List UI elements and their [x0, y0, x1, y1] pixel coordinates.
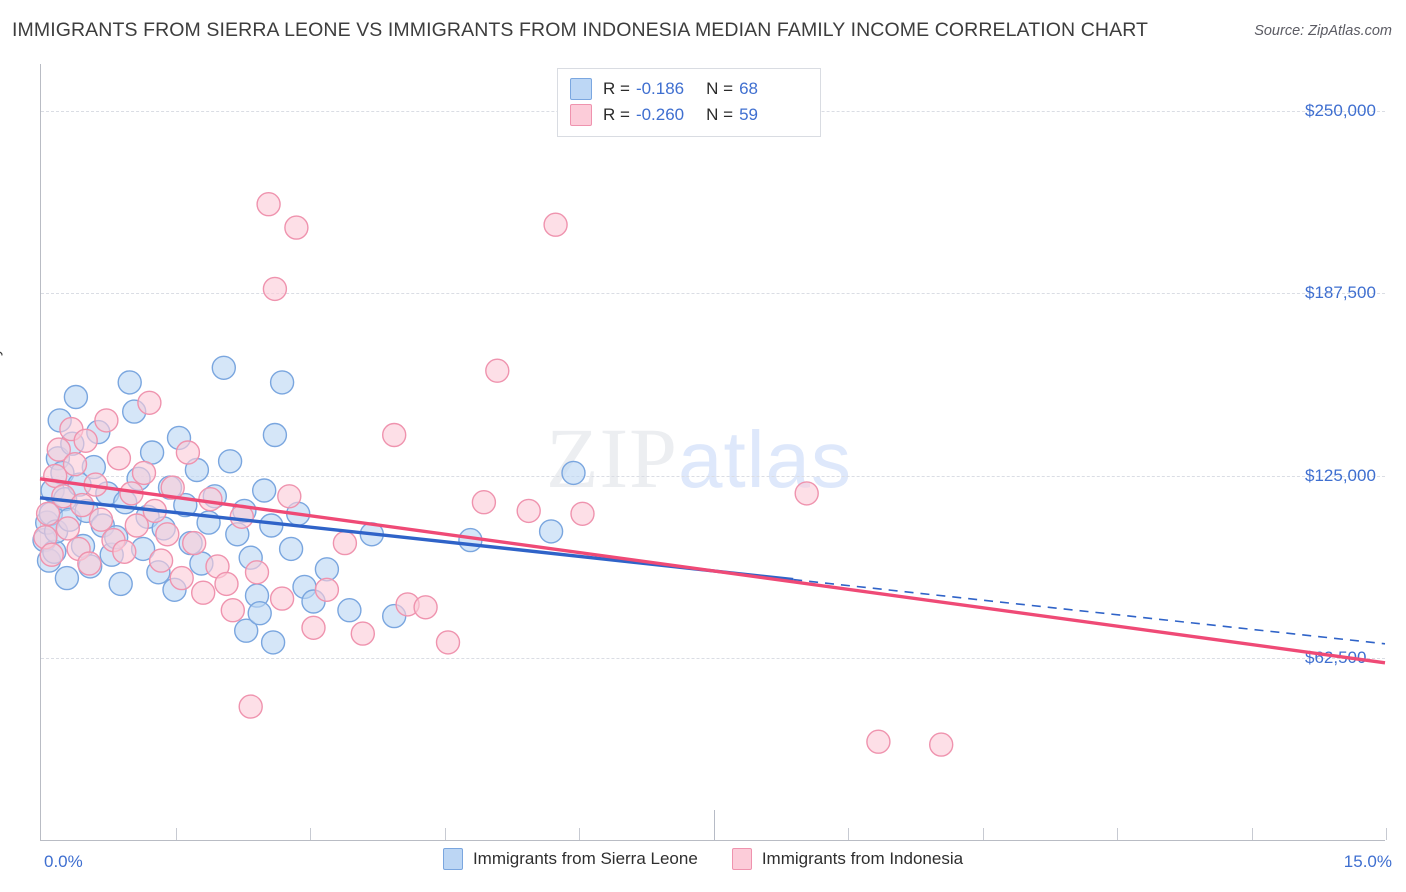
- n-value-sierra-leone: 68: [739, 79, 758, 98]
- legend-item-indonesia[interactable]: Immigrants from Indonesia: [731, 848, 964, 870]
- legend-swatch-sierra-leone-icon: [442, 848, 463, 870]
- x-axis-tick: [1251, 828, 1253, 840]
- x-axis-tick: [713, 810, 715, 840]
- x-axis-tick: [444, 828, 446, 840]
- r-label-indonesia: R =: [603, 105, 630, 124]
- x-axis-tick: [848, 828, 849, 840]
- gridline-y: [41, 293, 1385, 295]
- page-title: IMMIGRANTS FROM SIERRA LEONE VS IMMIGRAN…: [12, 19, 1149, 41]
- x-axis-tick: [1117, 828, 1118, 840]
- x-axis-max-label: 15.0%: [1343, 852, 1392, 871]
- legend-item-sierra-leone[interactable]: Immigrants from Sierra Leone: [442, 848, 698, 870]
- stats-row-sierra-leone: R = -0.186 N = 68: [570, 76, 810, 102]
- x-axis-tick: [310, 828, 311, 840]
- n-label-indonesia: N =: [706, 105, 734, 124]
- series-legend: Immigrants from Sierra Leone Immigrants …: [0, 848, 1406, 870]
- series-swatch-indonesia-icon: [570, 104, 592, 126]
- n-value-indonesia: 59: [739, 105, 758, 124]
- x-axis-min-label: 0.0%: [44, 852, 83, 871]
- gridline-y: [41, 475, 1385, 477]
- n-label-sierra-leone: N =: [706, 79, 734, 98]
- y-axis-tick-label: $187,500: [1305, 283, 1376, 303]
- y-axis-tick-label: $125,000: [1305, 465, 1376, 485]
- legend-swatch-indonesia-icon: [731, 848, 752, 870]
- y-axis-tick-label: $250,000: [1305, 100, 1376, 120]
- r-value-sierra-leone: -0.186: [635, 79, 685, 98]
- r-value-indonesia: -0.260: [635, 105, 685, 124]
- x-axis-tick: [175, 828, 177, 840]
- source-attribution: Source: ZipAtlas.com: [1254, 23, 1392, 39]
- y-axis-title: Median Family Income: [0, 291, 3, 452]
- x-axis-tick: [579, 828, 580, 840]
- correlation-stats-box: R = -0.186 N = 68 R = -0.260 N = 59: [557, 68, 821, 137]
- y-axis-tick-label: $62,500: [1305, 648, 1367, 668]
- stats-row-indonesia: R = -0.260 N = 59: [570, 102, 810, 128]
- r-label-sierra-leone: R =: [603, 79, 630, 98]
- plot-area: [40, 64, 1387, 841]
- x-axis-tick: [1386, 828, 1387, 840]
- legend-label-indonesia: Immigrants from Indonesia: [761, 849, 964, 868]
- x-axis-tick: [982, 828, 984, 840]
- series-swatch-sierra-leone-icon: [570, 78, 592, 100]
- gridline-y: [41, 658, 1385, 660]
- legend-label-sierra-leone: Immigrants from Sierra Leone: [472, 849, 698, 868]
